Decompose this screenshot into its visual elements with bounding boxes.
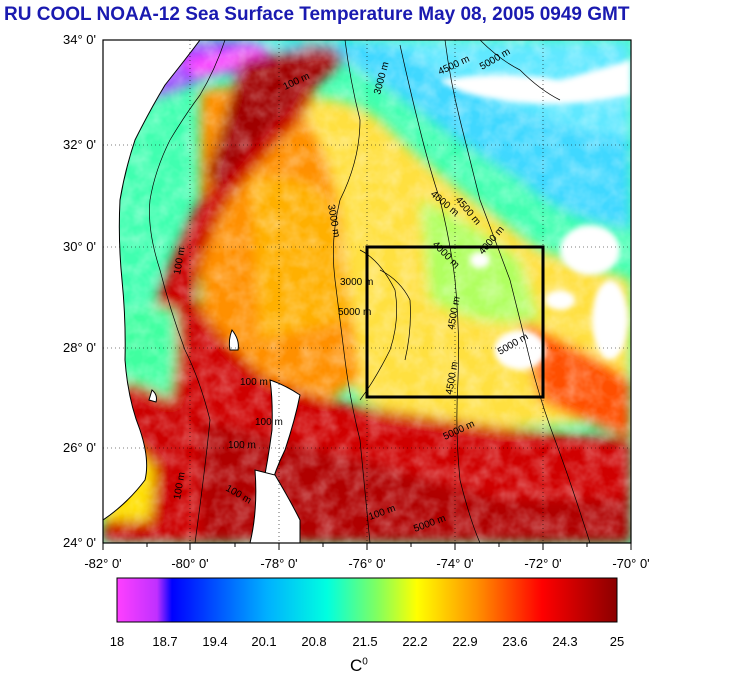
lat-label-30: 30° 0' xyxy=(63,239,96,254)
contour-label-100m-bahamas-c: 100 m xyxy=(228,440,256,451)
land-mass xyxy=(103,40,301,543)
lon-label-70: -70° 0' xyxy=(612,556,649,571)
lat-label-28: 28° 0' xyxy=(63,340,96,355)
contour-label-3000m-box: 3000 m xyxy=(340,277,373,288)
colorbar-label-19-4: 19.4 xyxy=(202,634,227,649)
contour-label-100m-bahamas-b: 100 m xyxy=(255,417,283,428)
colorbar-label-20-8: 20.8 xyxy=(301,634,326,649)
longitude-axis: -82° 0' -80° 0' -78° 0' -76° 0' -74° 0' … xyxy=(84,543,650,571)
lat-label-26: 26° 0' xyxy=(63,440,96,455)
contour-label-100m-coast: 100 m xyxy=(172,471,188,500)
colorbar-label-22-9: 22.9 xyxy=(452,634,477,649)
colorbar-label-24-3: 24.3 xyxy=(552,634,577,649)
colorbar-gradient xyxy=(116,577,618,623)
unit-symbol: C xyxy=(350,656,363,675)
lon-label-78: -78° 0' xyxy=(260,556,297,571)
colorbar-label-20-1: 20.1 xyxy=(251,634,276,649)
colorbar-label-22-2: 22.2 xyxy=(402,634,427,649)
lon-label-76: -76° 0' xyxy=(348,556,385,571)
colorbar-unit-label: C0 xyxy=(350,656,368,676)
colorbar-label-25: 25 xyxy=(610,634,624,649)
contour-label-100m-bahamas-a: 100 m xyxy=(240,377,268,388)
colorbar-label-18-7: 18.7 xyxy=(152,634,177,649)
lat-label-34: 34° 0' xyxy=(63,32,96,47)
map-title: RU COOL NOAA-12 Sea Surface Temperature … xyxy=(4,4,630,25)
lon-label-72: -72° 0' xyxy=(524,556,561,571)
lat-label-24: 24° 0' xyxy=(63,535,96,550)
colorbar-label-18: 18 xyxy=(110,634,124,649)
lon-label-74: -74° 0' xyxy=(436,556,473,571)
contour-label-5000m-box-west: 5000 m xyxy=(338,307,371,318)
lon-label-82: -82° 0' xyxy=(84,556,121,571)
latitude-axis: 34° 0' 32° 0' 30° 0' 28° 0' 26° 0' 24° 0… xyxy=(63,32,96,550)
temperature-colorbar: 18 18.7 19.4 20.1 20.8 21.5 22.2 22.9 23… xyxy=(110,577,624,649)
colorbar-label-23-6: 23.6 xyxy=(502,634,527,649)
lon-label-80: -80° 0' xyxy=(171,556,208,571)
study-area-box xyxy=(365,245,545,399)
unit-superscript: 0 xyxy=(362,656,368,668)
contour-label-100m-georgia: 100 m xyxy=(172,246,188,275)
lat-label-32: 32° 0' xyxy=(63,137,96,152)
colorbar-label-21-5: 21.5 xyxy=(352,634,377,649)
